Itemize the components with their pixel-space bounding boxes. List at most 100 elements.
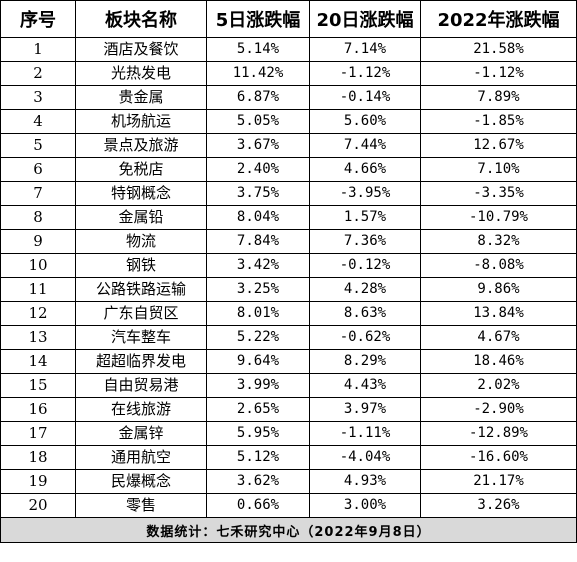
header-row: 序号 板块名称 5日涨跌幅 20日涨跌幅 2022年涨跌幅 [0,0,577,38]
sector-name-cell: 光热发电 [75,61,207,86]
row-index-cell: 4 [0,109,76,134]
table-row: 11 公路铁路运输 3.25% 4.28% 9.86% [0,277,577,302]
change-5day-cell: 5.12% [206,445,310,470]
header-sector-name: 板块名称 [75,0,207,38]
change-20day-cell: 7.44% [309,133,421,158]
row-index-cell: 16 [0,397,76,422]
change-20day-cell: 8.29% [309,349,421,374]
table-row: 19 民爆概念 3.62% 4.93% 21.17% [0,469,577,494]
row-index-cell: 9 [0,229,76,254]
change-5day-cell: 11.42% [206,61,310,86]
change-20day-cell: -0.12% [309,253,421,278]
table-row: 2 光热发电 11.42% -1.12% -1.12% [0,61,577,86]
change-2022-cell: -12.89% [420,421,577,446]
row-index-cell: 20 [0,493,76,518]
change-20day-cell: 3.97% [309,397,421,422]
change-2022-cell: -8.08% [420,253,577,278]
table-row: 13 汽车整车 5.22% -0.62% 4.67% [0,325,577,350]
change-20day-cell: 1.57% [309,205,421,230]
change-20day-cell: 4.43% [309,373,421,398]
sector-name-cell: 零售 [75,493,207,518]
change-2022-cell: 21.58% [420,37,577,62]
change-20day-cell: 3.00% [309,493,421,518]
change-2022-cell: 3.26% [420,493,577,518]
change-2022-cell: 4.67% [420,325,577,350]
row-index-cell: 15 [0,373,76,398]
change-20day-cell: 8.63% [309,301,421,326]
table-row: 12 广东自贸区 8.01% 8.63% 13.84% [0,301,577,326]
row-index-cell: 18 [0,445,76,470]
row-index-cell: 14 [0,349,76,374]
header-5day-change: 5日涨跌幅 [206,0,310,38]
change-5day-cell: 5.22% [206,325,310,350]
table-row: 6 免税店 2.40% 4.66% 7.10% [0,157,577,182]
change-5day-cell: 7.84% [206,229,310,254]
change-5day-cell: 0.66% [206,493,310,518]
change-20day-cell: 4.28% [309,277,421,302]
table-row: 16 在线旅游 2.65% 3.97% -2.90% [0,397,577,422]
row-index-cell: 11 [0,277,76,302]
sector-name-cell: 金属铅 [75,205,207,230]
change-5day-cell: 8.04% [206,205,310,230]
table-row: 15 自由贸易港 3.99% 4.43% 2.02% [0,373,577,398]
change-20day-cell: 7.36% [309,229,421,254]
sector-name-cell: 钢铁 [75,253,207,278]
sector-name-cell: 广东自贸区 [75,301,207,326]
change-20day-cell: 5.60% [309,109,421,134]
row-index-cell: 7 [0,181,76,206]
row-index-cell: 19 [0,469,76,494]
row-index-cell: 3 [0,85,76,110]
table-row: 10 钢铁 3.42% -0.12% -8.08% [0,253,577,278]
change-2022-cell: -3.35% [420,181,577,206]
header-2022-change: 2022年涨跌幅 [420,0,577,38]
change-2022-cell: -16.60% [420,445,577,470]
change-2022-cell: 18.46% [420,349,577,374]
change-20day-cell: -4.04% [309,445,421,470]
sector-name-cell: 自由贸易港 [75,373,207,398]
table-row: 9 物流 7.84% 7.36% 8.32% [0,229,577,254]
table-header: 序号 板块名称 5日涨跌幅 20日涨跌幅 2022年涨跌幅 [0,0,577,38]
change-5day-cell: 2.65% [206,397,310,422]
sector-name-cell: 通用航空 [75,445,207,470]
change-5day-cell: 5.95% [206,421,310,446]
change-2022-cell: 7.10% [420,157,577,182]
change-20day-cell: 4.93% [309,469,421,494]
table-row: 8 金属铅 8.04% 1.57% -10.79% [0,205,577,230]
change-5day-cell: 3.75% [206,181,310,206]
row-index-cell: 17 [0,421,76,446]
change-2022-cell: 21.17% [420,469,577,494]
change-2022-cell: -1.85% [420,109,577,134]
footer-row: 数据统计：七禾研究中心（2022年9月8日） [0,517,577,543]
sector-name-cell: 在线旅游 [75,397,207,422]
change-5day-cell: 5.05% [206,109,310,134]
change-5day-cell: 9.64% [206,349,310,374]
row-index-cell: 12 [0,301,76,326]
sector-name-cell: 贵金属 [75,85,207,110]
change-5day-cell: 3.99% [206,373,310,398]
change-2022-cell: 12.67% [420,133,577,158]
change-20day-cell: -0.62% [309,325,421,350]
row-index-cell: 1 [0,37,76,62]
change-2022-cell: -2.90% [420,397,577,422]
change-20day-cell: 4.66% [309,157,421,182]
sector-performance-table: 序号 板块名称 5日涨跌幅 20日涨跌幅 2022年涨跌幅 1 酒店及餐饮 5.14… [0,0,577,543]
change-5day-cell: 3.62% [206,469,310,494]
row-index-cell: 13 [0,325,76,350]
sector-name-cell: 免税店 [75,157,207,182]
change-5day-cell: 3.42% [206,253,310,278]
table-row: 17 金属锌 5.95% -1.11% -12.89% [0,421,577,446]
sector-name-cell: 汽车整车 [75,325,207,350]
row-index-cell: 5 [0,133,76,158]
change-5day-cell: 8.01% [206,301,310,326]
sector-name-cell: 民爆概念 [75,469,207,494]
table-row: 20 零售 0.66% 3.00% 3.26% [0,493,577,518]
table-row: 4 机场航运 5.05% 5.60% -1.85% [0,109,577,134]
change-2022-cell: 7.89% [420,85,577,110]
change-5day-cell: 3.25% [206,277,310,302]
change-2022-cell: 13.84% [420,301,577,326]
sector-name-cell: 景点及旅游 [75,133,207,158]
change-5day-cell: 3.67% [206,133,310,158]
change-20day-cell: -3.95% [309,181,421,206]
table-row: 18 通用航空 5.12% -4.04% -16.60% [0,445,577,470]
